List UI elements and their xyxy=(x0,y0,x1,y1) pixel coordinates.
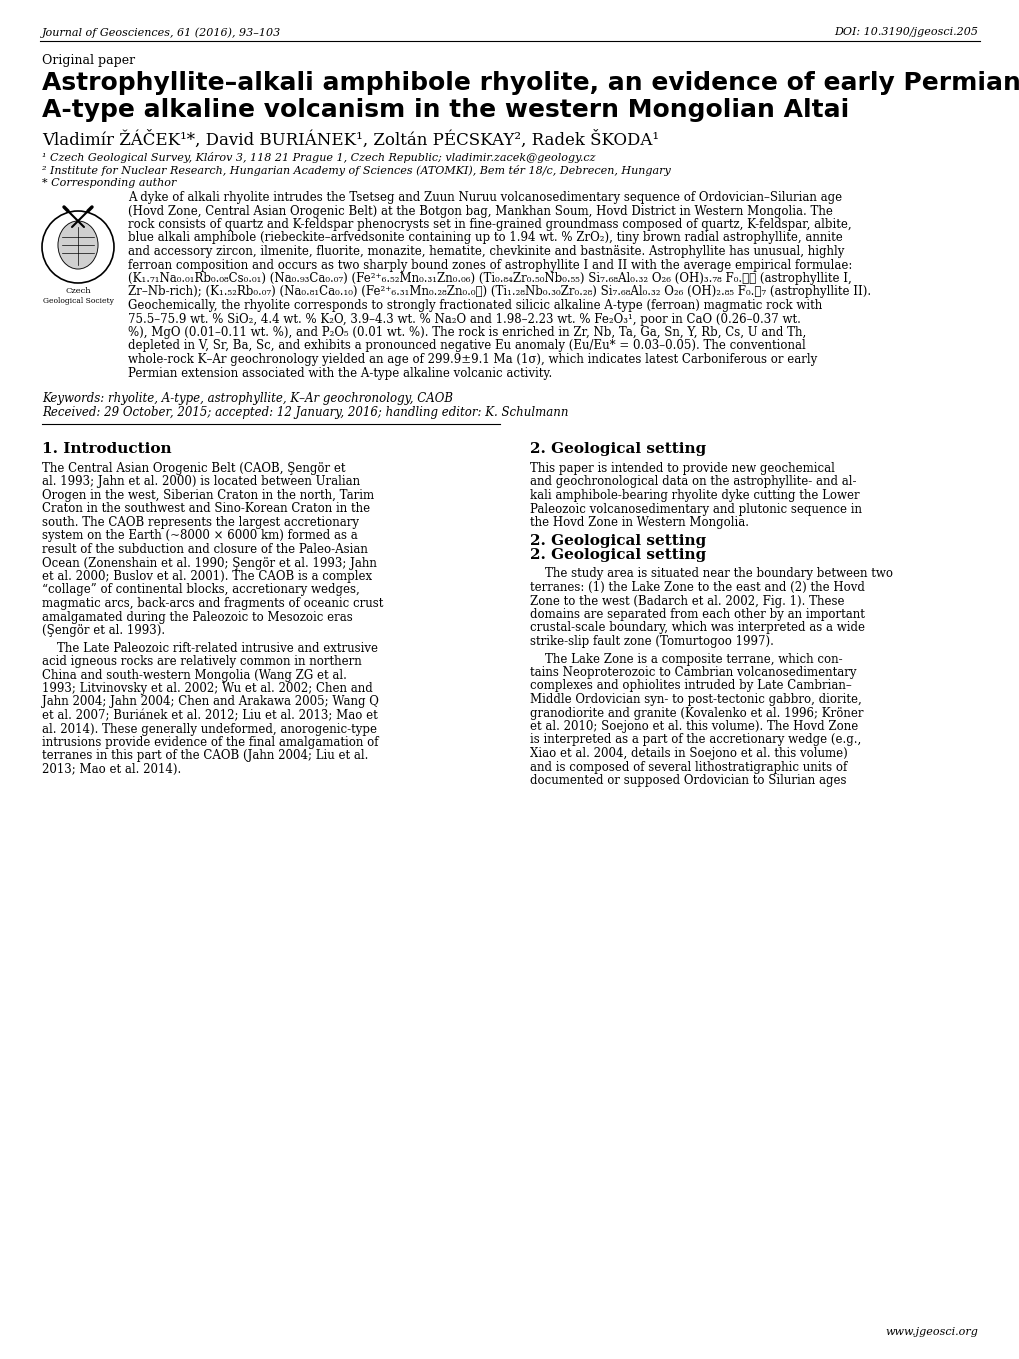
Text: Astrophyllite–alkali amphibole rhyolite, an evidence of early Permian: Astrophyllite–alkali amphibole rhyolite,… xyxy=(42,71,1019,95)
Text: The Central Asian Orogenic Belt (CAOB, Şengör et: The Central Asian Orogenic Belt (CAOB, Ş… xyxy=(42,462,345,476)
Text: 2. Geological setting: 2. Geological setting xyxy=(530,534,705,548)
Text: depleted in V, Sr, Ba, Sc, and exhibits a pronounced negative Eu anomaly (Eu/Eu*: depleted in V, Sr, Ba, Sc, and exhibits … xyxy=(127,340,805,352)
Text: system on the Earth (~8000 × 6000 km) formed as a: system on the Earth (~8000 × 6000 km) fo… xyxy=(42,530,358,542)
Text: DOI: 10.3190/jgeosci.205: DOI: 10.3190/jgeosci.205 xyxy=(834,27,977,37)
Text: and geochronological data on the astrophyllite- and al-: and geochronological data on the astroph… xyxy=(530,476,856,488)
Text: www.jgeosci.org: www.jgeosci.org xyxy=(884,1326,977,1337)
Text: (Hovd Zone, Central Asian Orogenic Belt) at the Botgon bag, Mankhan Soum, Hovd D: (Hovd Zone, Central Asian Orogenic Belt)… xyxy=(127,204,833,217)
Text: south. The CAOB represents the largest accretionary: south. The CAOB represents the largest a… xyxy=(42,516,359,529)
Text: Received: 29 October, 2015; accepted: 12 January, 2016; handling editor: K. Schu: Received: 29 October, 2015; accepted: 12… xyxy=(42,406,568,419)
Text: Keywords: rhyolite, A-type, astrophyllite, K–Ar geochronology, CAOB: Keywords: rhyolite, A-type, astrophyllit… xyxy=(42,391,452,405)
Text: crustal-scale boundary, which was interpreted as a wide: crustal-scale boundary, which was interp… xyxy=(530,621,864,635)
Text: 2013; Mao et al. 2014).: 2013; Mao et al. 2014). xyxy=(42,762,181,776)
Text: blue alkali amphibole (riebeckite–arfvedsonite containing up to 1.94 wt. % ZrO₂): blue alkali amphibole (riebeckite–arfved… xyxy=(127,231,842,245)
Text: intrusions provide evidence of the final amalgamation of: intrusions provide evidence of the final… xyxy=(42,737,378,749)
Text: rock consists of quartz and K-feldspar phenocrysts set in fine-grained groundmas: rock consists of quartz and K-feldspar p… xyxy=(127,217,851,231)
Text: (K₁.₇₁Na₀.₀₁Rb₀.₀₈Cs₀.₀₁) (Na₀.₉₃Ca₀.₀₇) (Fe²⁺₆.₅₂Mn₀.₃₁Zn₀.₀₆) (Ti₀.₈₄Zr₀.₅₀Nb₀: (K₁.₇₁Na₀.₀₁Rb₀.₀₈Cs₀.₀₁) (Na₀.₉₃Ca₀.₀₇)… xyxy=(127,272,851,285)
Text: Journal of Geosciences, 61 (2016), 93–103: Journal of Geosciences, 61 (2016), 93–10… xyxy=(42,27,281,38)
Text: (Şengör et al. 1993).: (Şengör et al. 1993). xyxy=(42,624,165,637)
Text: Geological Society: Geological Society xyxy=(43,298,113,304)
Text: et al. 2010; Soejono et al. this volume). The Hovd Zone: et al. 2010; Soejono et al. this volume)… xyxy=(530,720,857,733)
Text: ferroan composition and occurs as two sharply bound zones of astrophyllite I and: ferroan composition and occurs as two sh… xyxy=(127,258,852,272)
Text: strike-slip fault zone (Tomurtogoo 1997).: strike-slip fault zone (Tomurtogoo 1997)… xyxy=(530,635,773,648)
Text: Zone to the west (Badarch et al. 2002, Fig. 1). These: Zone to the west (Badarch et al. 2002, F… xyxy=(530,594,844,607)
Text: A-type alkaline volcanism in the western Mongolian Altai: A-type alkaline volcanism in the western… xyxy=(42,98,849,122)
Text: * Corresponding author: * Corresponding author xyxy=(42,178,176,188)
Text: et al. 2007; Buriánek et al. 2012; Liu et al. 2013; Mao et: et al. 2007; Buriánek et al. 2012; Liu e… xyxy=(42,709,377,722)
Text: “collage” of continental blocks, accretionary wedges,: “collage” of continental blocks, accreti… xyxy=(42,583,360,597)
Text: %), MgO (0.01–0.11 wt. %), and P₂O₅ (0.01 wt. %). The rock is enriched in Zr, Nb: %), MgO (0.01–0.11 wt. %), and P₂O₅ (0.0… xyxy=(127,326,805,338)
Text: the Hovd Zone in Western Mongolia.: the Hovd Zone in Western Mongolia. xyxy=(530,516,748,529)
Text: 75.5–75.9 wt. % SiO₂, 4.4 wt. % K₂O, 3.9–4.3 wt. % Na₂O and 1.98–2.23 wt. % Fe₂O: 75.5–75.9 wt. % SiO₂, 4.4 wt. % K₂O, 3.9… xyxy=(127,313,800,326)
Circle shape xyxy=(42,211,114,283)
Text: ² Institute for Nuclear Research, Hungarian Academy of Sciences (ATOMKI), Bem té: ² Institute for Nuclear Research, Hungar… xyxy=(42,164,671,177)
Text: Paleozoic volcanosedimentary and plutonic sequence in: Paleozoic volcanosedimentary and plutoni… xyxy=(530,503,861,515)
Text: documented or supposed Ordovician to Silurian ages: documented or supposed Ordovician to Sil… xyxy=(530,775,846,787)
Text: and accessory zircon, ilmenite, fluorite, monazite, hematite, chevkinite and bas: and accessory zircon, ilmenite, fluorite… xyxy=(127,245,844,258)
Text: al. 2014). These generally undeformed, anorogenic-type: al. 2014). These generally undeformed, a… xyxy=(42,723,377,735)
Text: Vladimír ŽÁČEK¹*, David BURIÁNEK¹, Zoltán PÉCSKAY², Radek ŠKODA¹: Vladimír ŽÁČEK¹*, David BURIÁNEK¹, Zoltá… xyxy=(42,130,658,149)
Ellipse shape xyxy=(58,222,98,269)
Text: Zr–Nb-rich); (K₁.₅₂Rb₀.₀₇) (Na₀.₈₁Ca₀.₁₀) (Fe²⁺₆.₃₁Mn₀.₂₈Zn₀.₀⁦) (Ti₁.₂₈Nb₀.₃₀Zr: Zr–Nb-rich); (K₁.₅₂Rb₀.₀₇) (Na₀.₈₁Ca₀.₁₀… xyxy=(127,285,870,299)
Text: Xiao et al. 2004, details in Soejono et al. this volume): Xiao et al. 2004, details in Soejono et … xyxy=(530,747,847,760)
Text: granodiorite and granite (Kovalenko et al. 1996; Kröner: granodiorite and granite (Kovalenko et a… xyxy=(530,707,863,719)
Text: whole-rock K–Ar geochronology yielded an age of 299.9±9.1 Ma (1σ), which indicat: whole-rock K–Ar geochronology yielded an… xyxy=(127,353,816,366)
Text: acid igneous rocks are relatively common in northern: acid igneous rocks are relatively common… xyxy=(42,655,362,669)
Text: terranes: (1) the Lake Zone to the east and (2) the Hovd: terranes: (1) the Lake Zone to the east … xyxy=(530,582,864,594)
Text: ¹ Czech Geological Survey, Klárov 3, 118 21 Prague 1, Czech Republic; vladimir.z: ¹ Czech Geological Survey, Klárov 3, 118… xyxy=(42,152,595,163)
Text: et al. 2000; Buslov et al. 2001). The CAOB is a complex: et al. 2000; Buslov et al. 2001). The CA… xyxy=(42,569,372,583)
Text: 1. Introduction: 1. Introduction xyxy=(42,442,171,457)
Text: Jahn 2004; Jahn 2004; Chen and Arakawa 2005; Wang Q: Jahn 2004; Jahn 2004; Chen and Arakawa 2… xyxy=(42,696,378,708)
Text: The Late Paleozoic rift-related intrusive and extrusive: The Late Paleozoic rift-related intrusiv… xyxy=(42,641,378,655)
Text: domains are separated from each other by an important: domains are separated from each other by… xyxy=(530,607,864,621)
Text: This paper is intended to provide new geochemical: This paper is intended to provide new ge… xyxy=(530,462,835,476)
Text: 2. Geological setting: 2. Geological setting xyxy=(530,442,705,457)
Text: is interpreted as a part of the accretionary wedge (e.g.,: is interpreted as a part of the accretio… xyxy=(530,734,860,746)
Text: Orogen in the west, Siberian Craton in the north, Tarim: Orogen in the west, Siberian Craton in t… xyxy=(42,489,374,501)
Text: terranes in this part of the CAOB (Jahn 2004; Liu et al.: terranes in this part of the CAOB (Jahn … xyxy=(42,750,368,762)
Text: and is composed of several lithostratigraphic units of: and is composed of several lithostratigr… xyxy=(530,761,847,773)
Text: complexes and ophiolites intruded by Late Cambrian–: complexes and ophiolites intruded by Lat… xyxy=(530,680,851,693)
Text: tains Neoproterozoic to Cambrian volcanosedimentary: tains Neoproterozoic to Cambrian volcano… xyxy=(530,666,856,680)
Text: The Lake Zone is a composite terrane, which con-: The Lake Zone is a composite terrane, wh… xyxy=(530,652,842,666)
Text: 1993; Litvinovsky et al. 2002; Wu et al. 2002; Chen and: 1993; Litvinovsky et al. 2002; Wu et al.… xyxy=(42,682,372,694)
Text: Original paper: Original paper xyxy=(42,54,135,67)
Text: magmatic arcs, back-arcs and fragments of oceanic crust: magmatic arcs, back-arcs and fragments o… xyxy=(42,597,383,610)
Text: Craton in the southwest and Sino-Korean Craton in the: Craton in the southwest and Sino-Korean … xyxy=(42,503,370,515)
Text: Czech: Czech xyxy=(65,287,91,295)
Text: Middle Ordovician syn- to post-tectonic gabbro, diorite,: Middle Ordovician syn- to post-tectonic … xyxy=(530,693,861,705)
Text: The study area is situated near the boundary between two: The study area is situated near the boun… xyxy=(530,568,892,580)
Text: amalgamated during the Paleozoic to Mesozoic eras: amalgamated during the Paleozoic to Meso… xyxy=(42,610,353,624)
Text: Permian extension associated with the A-type alkaline volcanic activity.: Permian extension associated with the A-… xyxy=(127,367,551,379)
Text: result of the subduction and closure of the Paleo-Asian: result of the subduction and closure of … xyxy=(42,544,368,556)
Text: Geochemically, the rhyolite corresponds to strongly fractionated silicic alkalin: Geochemically, the rhyolite corresponds … xyxy=(127,299,821,313)
Text: kali amphibole-bearing rhyolite dyke cutting the Lower: kali amphibole-bearing rhyolite dyke cut… xyxy=(530,489,859,501)
Text: A dyke of alkali rhyolite intrudes the Tsetseg and Zuun Nuruu volcanosedimentary: A dyke of alkali rhyolite intrudes the T… xyxy=(127,192,842,204)
Text: 2. Geological setting: 2. Geological setting xyxy=(530,548,705,561)
Text: Ocean (Zonenshain et al. 1990; Şengör et al. 1993; Jahn: Ocean (Zonenshain et al. 1990; Şengör et… xyxy=(42,556,376,569)
Text: al. 1993; Jahn et al. 2000) is located between Uralian: al. 1993; Jahn et al. 2000) is located b… xyxy=(42,476,360,488)
Text: China and south-western Mongolia (Wang ZG et al.: China and south-western Mongolia (Wang Z… xyxy=(42,669,346,681)
